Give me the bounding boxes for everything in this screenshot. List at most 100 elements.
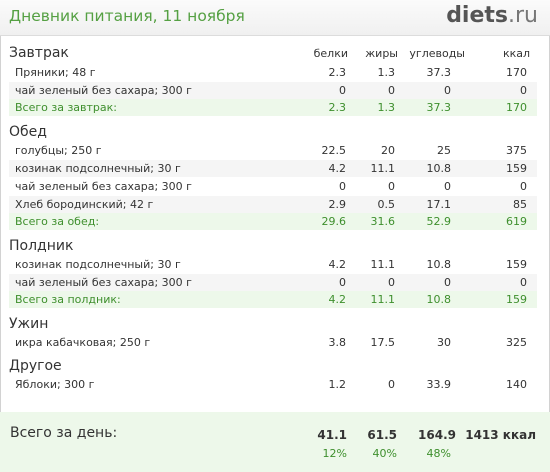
protein-total: 4.2 [328,293,347,306]
carbs-value: 10.8 [426,162,452,175]
food-name[interactable]: Яблоки; 300 г [15,378,95,391]
protein-value: 4.2 [328,162,347,175]
kcal-value: 0 [520,276,527,289]
kcal-total: 170 [506,101,527,114]
protein-value: 0 [339,84,346,97]
food-name[interactable]: Хлеб бородинский; 42 г [15,198,154,211]
kcal-total: 619 [506,215,527,228]
kcal-value: 159 [506,162,527,175]
col-kcal: ккал [502,47,530,60]
carbs-value: 0 [444,84,451,97]
food-name[interactable]: чай зеленый без сахара; 300 г [15,276,192,289]
table-row: чай зеленый без сахара; 300 г 0 0 0 0 [9,178,537,195]
protein-value: 22.5 [321,144,347,157]
header-bar: Дневник питания, 11 ноября diets.ru [0,0,550,36]
table-row: голубцы; 250 г 22.5 20 25 375 [9,142,537,159]
logo-suffix: .ru [508,3,538,28]
total-label: Всего за обед: [15,215,100,228]
protein-value: 2.9 [328,198,347,211]
day-protein-total: 41.1 [317,428,347,442]
day-fat-total: 61.5 [367,428,397,442]
carbs-value: 0 [444,180,451,193]
protein-total: 29.6 [321,215,347,228]
carbs-value: 17.1 [426,198,452,211]
protein-value: 2.3 [328,66,347,79]
food-name[interactable]: икра кабачковая; 250 г [15,336,151,349]
page-title: Дневник питания, 11 ноября [9,7,245,25]
protein-value: 0 [339,276,346,289]
food-name[interactable]: чай зеленый без сахара; 300 г [15,84,192,97]
day-carbs-total: 164.9 [418,428,456,442]
table-row: козинак подсолнечный; 30 г 4.2 11.1 10.8… [9,256,537,273]
kcal-total: 159 [506,293,527,306]
kcal-value: 375 [506,144,527,157]
protein-value: 3.8 [328,336,347,349]
meal-title-snack: Полдник [9,238,74,254]
food-name[interactable]: голубцы; 250 г [15,144,102,157]
meal-title-breakfast: Завтрак [9,45,69,61]
fat-total: 31.6 [370,215,396,228]
carbs-value: 30 [437,336,451,349]
meal-title-other: Другое [9,358,62,374]
kcal-value: 170 [506,66,527,79]
carbs-total: 52.9 [426,215,452,228]
meal-total-row: Всего за полдник: 4.2 11.1 10.8 159 [9,291,537,308]
fat-value: 0 [388,276,395,289]
total-label: Всего за полдник: [15,293,121,306]
diets-logo[interactable]: diets.ru [446,3,538,28]
fat-value: 17.5 [370,336,396,349]
fat-value: 0.5 [377,198,396,211]
day-fat-percent: 40% [372,447,397,460]
carbs-total: 37.3 [426,101,452,114]
table-row: Хлеб бородинский; 42 г 2.9 0.5 17.1 85 [9,196,537,213]
fat-value: 0 [388,378,395,391]
col-fat: жиры [365,47,398,60]
fat-value: 1.3 [377,66,396,79]
kcal-value: 85 [513,198,527,211]
fat-value: 0 [388,180,395,193]
carbs-value: 33.9 [426,378,452,391]
col-carbs: углеводы [409,47,465,60]
kcal-value: 0 [520,84,527,97]
kcal-value: 0 [520,180,527,193]
meal-title-dinner: Ужин [9,316,49,332]
protein-value: 1.2 [328,378,347,391]
food-name[interactable]: чай зеленый без сахара; 300 г [15,180,192,193]
fat-value: 11.1 [370,258,396,271]
kcal-value: 159 [506,258,527,271]
carbs-value: 37.3 [426,66,452,79]
fat-value: 11.1 [370,162,396,175]
meal-total-row: Всего за обед: 29.6 31.6 52.9 619 [9,213,537,230]
food-name[interactable]: козинак подсолнечный; 30 г [15,258,181,271]
carbs-value: 10.8 [426,258,452,271]
table-row: козинак подсолнечный; 30 г 4.2 11.1 10.8… [9,160,537,177]
table-row: Яблоки; 300 г 1.2 0 33.9 140 [9,376,537,393]
kcal-value: 140 [506,378,527,391]
day-total-panel [0,412,550,472]
carbs-value: 25 [437,144,451,157]
table-row: чай зеленый без сахара; 300 г 0 0 0 0 [9,82,537,99]
logo-main: diets [446,3,509,28]
table-row: Пряники; 48 г 2.3 1.3 37.3 170 [9,64,537,81]
carbs-total: 10.8 [426,293,452,306]
meal-title-lunch: Обед [9,124,47,140]
fat-value: 20 [381,144,395,157]
col-protein: белки [313,47,348,60]
kcal-value: 325 [506,336,527,349]
protein-value: 4.2 [328,258,347,271]
table-row: икра кабачковая; 250 г 3.8 17.5 30 325 [9,334,537,351]
fat-total: 11.1 [370,293,396,306]
protein-total: 2.3 [328,101,347,114]
food-name[interactable]: козинак подсолнечный; 30 г [15,162,181,175]
carbs-value: 0 [444,276,451,289]
fat-total: 1.3 [377,101,396,114]
day-protein-percent: 12% [322,447,347,460]
protein-value: 0 [339,180,346,193]
meal-total-row: Всего за завтрак: 2.3 1.3 37.3 170 [9,99,537,116]
day-total-label: Всего за день: [10,425,118,441]
day-kcal-total: 1413 ккал [465,428,536,442]
fat-value: 0 [388,84,395,97]
table-row: чай зеленый без сахара; 300 г 0 0 0 0 [9,274,537,291]
total-label: Всего за завтрак: [15,101,118,114]
food-name[interactable]: Пряники; 48 г [15,66,96,79]
